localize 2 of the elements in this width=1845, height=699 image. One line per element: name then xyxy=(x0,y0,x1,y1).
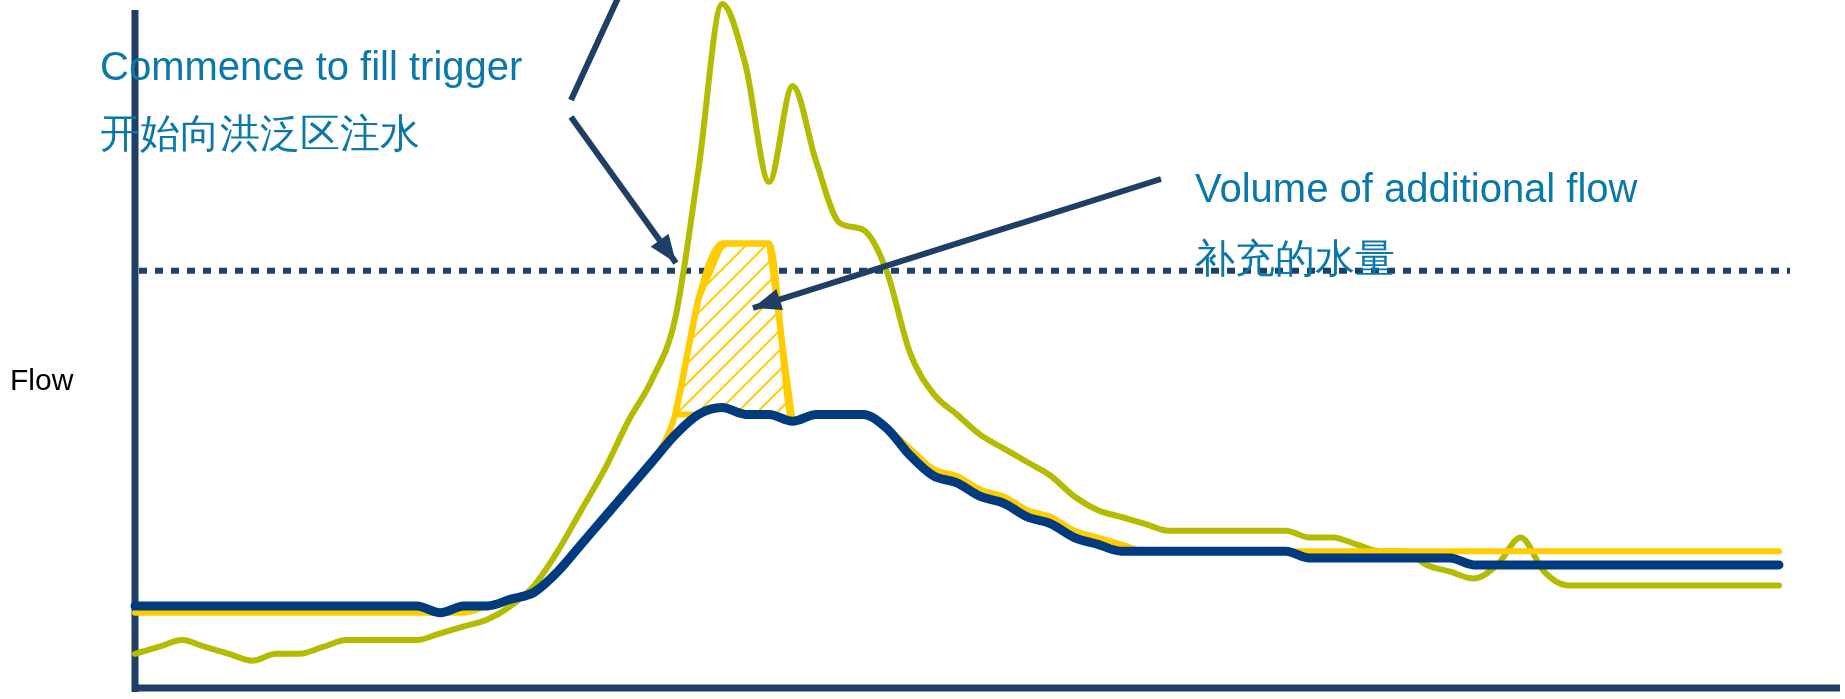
y-axis-title: Flow xyxy=(10,363,74,396)
annotation: Volume of additional flow xyxy=(1195,166,1638,210)
